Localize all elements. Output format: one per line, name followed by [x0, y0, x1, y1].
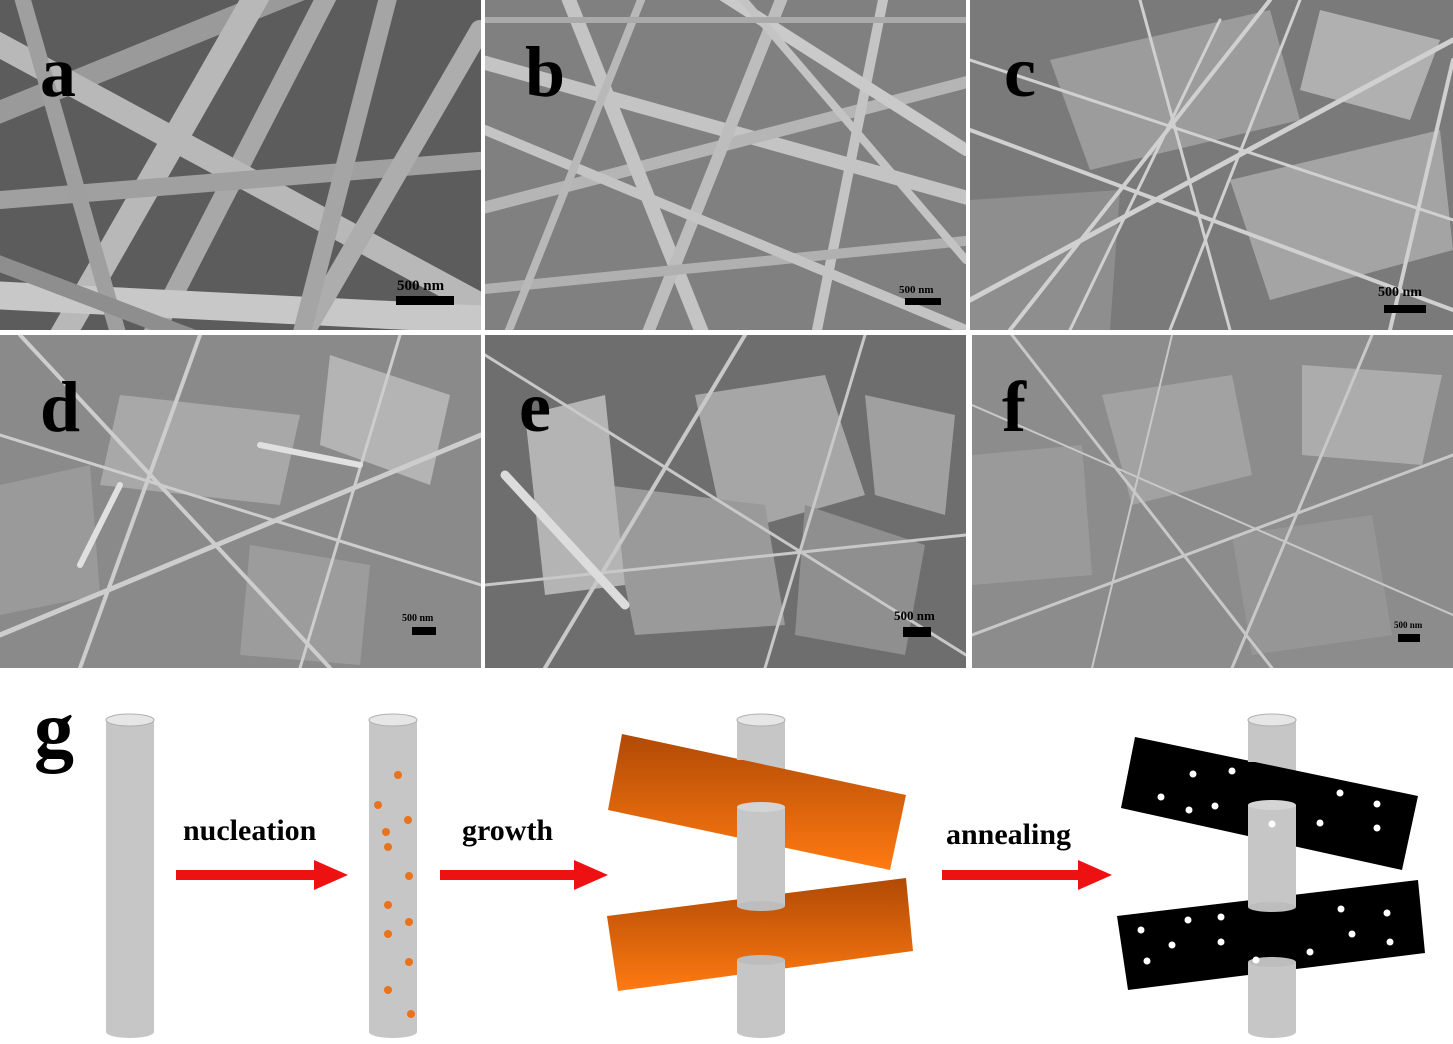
sem-panel-c: c 500 nm	[970, 0, 1453, 330]
scale-text-c: 500 nm	[1378, 285, 1422, 300]
scale-text-b: 500 nm	[899, 284, 934, 296]
scale-bar-c	[1384, 305, 1426, 313]
scale-bar-a	[396, 296, 454, 305]
panel-label-g: g	[34, 686, 74, 774]
sem-image-f	[972, 335, 1453, 668]
orange-sheet-upper	[608, 734, 906, 870]
scale-bar-e	[903, 627, 931, 637]
scale-bar-d	[412, 627, 436, 635]
sem-image-a	[0, 0, 481, 330]
orange-sheet-lower	[607, 878, 913, 991]
sem-panel-d: d 500 nm	[0, 335, 481, 668]
scale-text-d: 500 nm	[402, 613, 434, 624]
step-label-annealing: annealing	[946, 818, 1072, 851]
arrow-annealing	[942, 860, 1112, 890]
pore-dots	[1137, 767, 1394, 965]
panel-label-d: d	[40, 367, 81, 447]
step-label-nucleation: nucleation	[183, 814, 317, 847]
arrow-growth	[440, 860, 608, 890]
sem-panel-e: e 500 nm	[485, 335, 966, 668]
growth-schematic	[105, 713, 1425, 1038]
nanorod-4-porous-sheets	[1117, 713, 1425, 1038]
arrow-nucleation	[176, 860, 348, 890]
nanorod-3-with-sheets	[607, 713, 913, 1038]
sem-panel-f: f 500 nm	[972, 335, 1453, 668]
scale-text-a: 500 nm	[397, 278, 445, 294]
panel-label-e: e	[519, 367, 551, 447]
sem-image-c	[970, 0, 1453, 330]
nanorod-1	[105, 713, 155, 1038]
panel-label-c: c	[1004, 32, 1036, 112]
scale-text-e: 500 nm	[894, 608, 935, 623]
sem-panel-a: a 500 nm	[0, 0, 481, 330]
panel-label-a: a	[40, 32, 76, 112]
sem-image-d	[0, 335, 481, 668]
scale-text-f: 500 nm	[1394, 620, 1423, 630]
scale-bar-f	[1398, 634, 1420, 642]
panel-label-f: f	[1002, 367, 1026, 447]
scale-bar-b	[905, 298, 941, 305]
sem-panel-b: b 500 nm	[485, 0, 966, 330]
step-label-growth: growth	[462, 814, 554, 847]
nuclei-dots	[374, 771, 415, 1018]
nanorod-2-nucleated	[368, 713, 418, 1038]
sem-image-e	[485, 335, 966, 668]
panel-label-b: b	[525, 32, 566, 112]
black-sheet-lower	[1117, 880, 1425, 990]
sem-image-b	[485, 0, 966, 330]
